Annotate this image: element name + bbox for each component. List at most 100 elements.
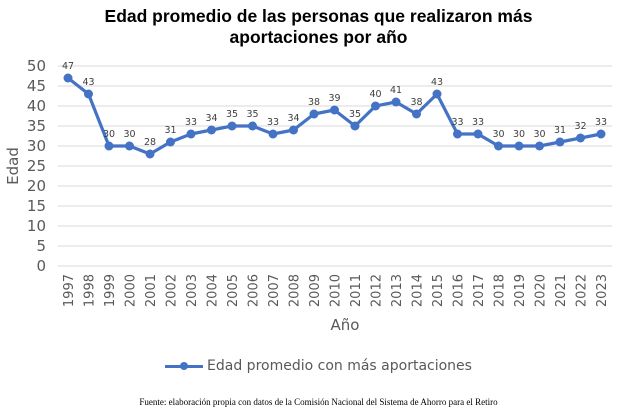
- y-tick-label: 35: [27, 117, 46, 135]
- data-label: 32: [574, 121, 586, 132]
- data-label: 43: [431, 77, 443, 88]
- x-tick-label: 2003: [185, 274, 200, 307]
- x-tick-label: 2002: [165, 274, 180, 307]
- y-tick-label: 5: [36, 237, 46, 255]
- chart-title-line-1: Edad promedio de las personas que realiz…: [104, 6, 533, 26]
- y-axis-ticks: 0 5 10 15 20 25 30 35 40 45 50: [27, 57, 46, 275]
- data-label: 43: [82, 77, 94, 88]
- y-tick-label: 10: [27, 217, 46, 235]
- chart-title: Edad promedio de las personas que realiz…: [0, 6, 637, 48]
- data-point: [494, 141, 503, 151]
- chart-title-line-2: aportaciones por año: [229, 27, 408, 47]
- data-label: 33: [595, 117, 607, 128]
- x-tick-label: 2008: [288, 274, 303, 307]
- data-label: 30: [492, 129, 504, 140]
- y-tick-label: 50: [27, 57, 46, 75]
- data-point: [453, 129, 462, 139]
- data-label: 38: [410, 97, 422, 108]
- data-point: [125, 141, 134, 151]
- data-point: [576, 133, 585, 143]
- x-tick-label: 2009: [308, 274, 323, 307]
- x-tick-label: 2007: [267, 274, 282, 307]
- data-point: [227, 121, 237, 131]
- data-label: 39: [328, 93, 340, 104]
- source-note: Fuente: elaboración propia con datos de …: [139, 397, 498, 407]
- data-label: 30: [103, 129, 115, 140]
- y-tick-label: 45: [27, 77, 46, 95]
- data-point: [145, 149, 155, 159]
- data-label: 35: [349, 109, 361, 120]
- data-label: 41: [390, 85, 402, 96]
- x-tick-label: 1998: [83, 274, 98, 307]
- x-tick-label: 2013: [390, 274, 405, 307]
- x-tick-label: 2014: [411, 274, 426, 307]
- data-point: [535, 141, 544, 151]
- data-label: 33: [472, 117, 484, 128]
- y-tick-label: 0: [36, 257, 46, 275]
- x-tick-label: 2005: [226, 274, 241, 307]
- data-point: [432, 89, 442, 99]
- x-tick-label: 1997: [62, 274, 77, 307]
- data-point: [555, 137, 565, 147]
- y-tick-label: 20: [27, 177, 46, 195]
- data-point: [330, 105, 339, 115]
- data-point: [84, 89, 93, 99]
- data-label: 40: [369, 89, 381, 100]
- data-label: 30: [533, 129, 545, 140]
- x-tick-label: 2019: [513, 274, 528, 307]
- y-tick-label: 25: [27, 157, 46, 175]
- x-tick-label: 2011: [349, 274, 364, 307]
- data-label: 34: [205, 113, 217, 124]
- x-axis-title: Año: [331, 316, 360, 334]
- data-point: [309, 109, 319, 119]
- x-tick-label: 2015: [431, 274, 446, 307]
- data-point: [412, 109, 421, 119]
- x-axis-ticks: 1997 1998 1999 2000 2001 2002 2003 2004 2005 2006…: [62, 274, 610, 307]
- data-point: [207, 125, 216, 135]
- x-tick-label: 2010: [329, 274, 344, 307]
- data-label: 38: [308, 97, 320, 108]
- data-label: 28: [144, 137, 156, 148]
- x-tick-label: 1999: [103, 274, 118, 307]
- x-tick-label: 2004: [206, 274, 221, 307]
- data-point: [186, 129, 196, 139]
- x-tick-label: 2001: [144, 274, 159, 307]
- y-axis-title: Edad: [4, 147, 22, 185]
- legend: Edad promedio con más aportaciones: [0, 358, 637, 374]
- data-point: [63, 73, 73, 83]
- data-point: [514, 141, 524, 151]
- data-label: 31: [554, 125, 566, 136]
- data-label: 47: [62, 61, 74, 72]
- y-tick-label: 40: [27, 97, 46, 115]
- series-edad-promedio: [63, 73, 606, 159]
- data-point: [248, 121, 257, 131]
- legend-line-marker-icon: [165, 360, 204, 372]
- data-label: 34: [287, 113, 299, 124]
- x-tick-label: 2018: [493, 274, 508, 307]
- y-tick-label: 30: [27, 137, 46, 155]
- data-point: [371, 101, 380, 111]
- data-label: 30: [513, 129, 525, 140]
- data-label: 33: [267, 117, 279, 128]
- x-tick-label: 2012: [370, 274, 385, 307]
- data-label: 31: [164, 125, 176, 136]
- data-point: [104, 141, 114, 151]
- x-tick-label: 2016: [452, 274, 467, 307]
- x-tick-label: 2006: [247, 274, 262, 307]
- x-tick-label: 2021: [554, 274, 569, 307]
- data-label: 33: [185, 117, 197, 128]
- data-label: 30: [123, 129, 135, 140]
- data-point: [596, 129, 606, 139]
- data-point: [268, 129, 278, 139]
- data-label: 35: [226, 109, 238, 120]
- legend-label: Edad promedio con más aportaciones: [207, 358, 472, 374]
- data-labels: 47 43 30 30 28 31 33 34 35 35 33 34 38 39 35 40 41 38 43 33…: [62, 61, 607, 148]
- data-point: [391, 97, 401, 107]
- data-point: [166, 137, 175, 147]
- data-label: 35: [246, 109, 258, 120]
- x-tick-label: 2023: [595, 274, 610, 307]
- data-point: [473, 129, 483, 139]
- data-point: [289, 125, 298, 135]
- x-tick-label: 2022: [575, 274, 590, 307]
